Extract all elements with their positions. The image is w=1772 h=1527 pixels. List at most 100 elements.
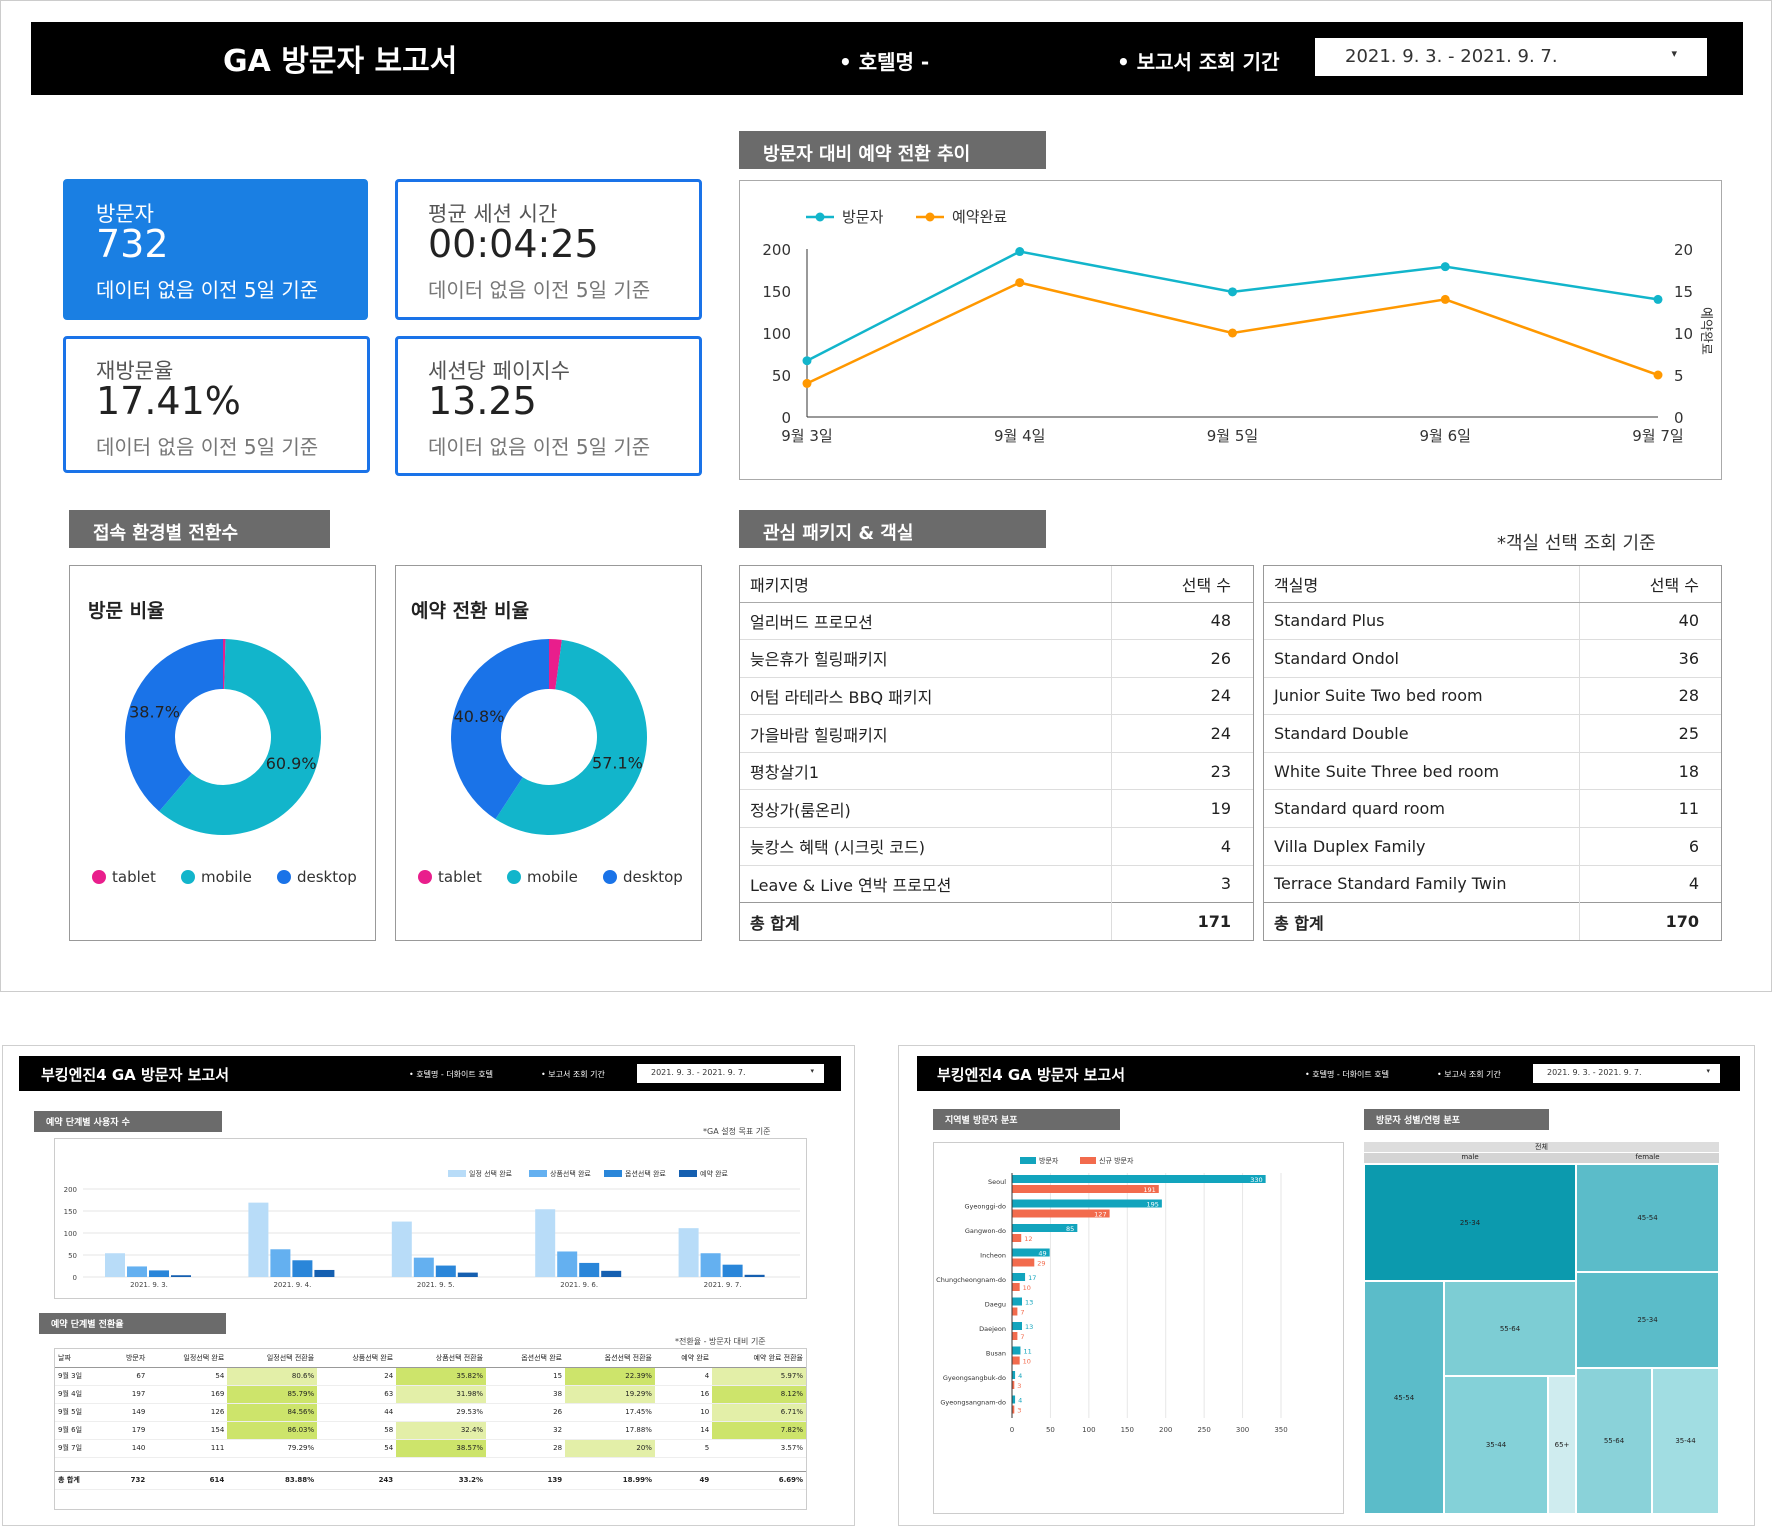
legend-swatch bbox=[679, 1170, 697, 1177]
kpi-subtitle: 데이터 없음 이전 5일 기준 bbox=[428, 278, 651, 302]
bar bbox=[1012, 1395, 1016, 1404]
cell-name: Junior Suite Two bed room bbox=[1264, 676, 1579, 715]
bar-value-label: 17 bbox=[1028, 1274, 1036, 1282]
bar bbox=[270, 1249, 291, 1277]
legend-swatch bbox=[604, 1170, 622, 1177]
report3-date-picker[interactable]: 2021. 9. 3. - 2021. 9. 7. ▾ bbox=[1533, 1064, 1720, 1083]
conv-cell: 날짜 bbox=[55, 1349, 106, 1368]
x-tick-label: 300 bbox=[1236, 1426, 1249, 1434]
booking-ratio-panel: 예약 전환 비율 57.1% 40.8% tablet mobile deskto… bbox=[395, 565, 702, 941]
cell-count: 48 bbox=[1110, 601, 1253, 640]
conv-row: 9월 5일 149 126 84.56% 44 29.53% 26 17.45% 10 6.71% bbox=[55, 1403, 806, 1422]
kpi-avg-session: 평균 세션 시간 00:04:25 데이터 없음 이전 5일 기준 bbox=[395, 179, 702, 320]
bar bbox=[744, 1274, 765, 1277]
cell-count: 3 bbox=[1110, 864, 1253, 903]
conv-cell: 17.45% bbox=[565, 1403, 655, 1422]
slice-value-label: 40.8% bbox=[454, 707, 505, 726]
conv-cell: 옵션선택 완료 bbox=[486, 1349, 566, 1368]
y2-tick-label: 15 bbox=[1674, 283, 1693, 301]
report3-header: 부킹엔진4 GA 방문자 보고서 • 호텔명 - 더화이트 호텔 • 보고서 조… bbox=[917, 1056, 1740, 1091]
bar-value-label: 10 bbox=[1023, 1358, 1031, 1366]
slice-value-label: 38.7% bbox=[129, 703, 180, 722]
conv-cell: 28 bbox=[486, 1439, 566, 1458]
conv-cell: 9월 7일 bbox=[55, 1439, 106, 1458]
kpi-value: 13.25 bbox=[428, 379, 537, 423]
conv-cell: 26 bbox=[486, 1403, 566, 1422]
cell-count: 24 bbox=[1110, 714, 1253, 753]
bar bbox=[1012, 1258, 1035, 1267]
cell-count: 36 bbox=[1578, 639, 1721, 678]
conv-row: 9월 3일 67 54 80.6% 24 35.82% 15 22.39% 4 5.97% bbox=[55, 1367, 806, 1386]
conv-cell: 38.57% bbox=[396, 1439, 487, 1458]
table-row: Standard Double 25 bbox=[1264, 714, 1721, 753]
conv-cell: 3.57% bbox=[712, 1439, 806, 1458]
cell-count: 24 bbox=[1110, 676, 1253, 715]
treemap-male-label: male bbox=[1461, 1153, 1479, 1161]
x-tick-label: 2021. 9. 7. bbox=[704, 1281, 742, 1289]
series-line bbox=[806, 250, 1659, 362]
bar bbox=[457, 1272, 478, 1277]
donut-slice-mobile bbox=[159, 639, 321, 835]
bar-value-label: 7 bbox=[1020, 1309, 1024, 1317]
legend-marker bbox=[925, 212, 935, 222]
data-point bbox=[1015, 278, 1025, 288]
bar bbox=[1012, 1273, 1026, 1281]
conv-total-row: 총 합계 732 614 83.88% 243 33.2% 139 18.99% 49 6.69% bbox=[55, 1470, 806, 1490]
packages-note: *객실 선택 조회 기준 bbox=[1497, 533, 1656, 554]
y-tick-label: Gangwon-do bbox=[965, 1227, 1006, 1235]
visit-ratio-legend: tablet mobile desktop bbox=[92, 868, 375, 888]
data-point bbox=[1228, 287, 1237, 297]
trend-line-chart: 0 50 100 150 200 0 5 10 15 20 9월 3일 9월 4일 9월 5일 9월 6일… bbox=[762, 208, 1713, 445]
treemap-cell: 45-54 bbox=[1576, 1164, 1719, 1272]
y-tick-label: 150 bbox=[64, 1208, 77, 1216]
cell-count: 23 bbox=[1110, 751, 1253, 790]
y-tick-label: Incheon bbox=[980, 1252, 1006, 1260]
conv-cell: 9월 6일 bbox=[55, 1421, 106, 1440]
bar bbox=[557, 1251, 578, 1277]
conv-cell: 84.56% bbox=[227, 1403, 318, 1422]
visit-ratio-donut: 60.9% 38.7% bbox=[124, 639, 321, 835]
conv-cell: 179 bbox=[105, 1421, 149, 1440]
cell-count: 18 bbox=[1578, 751, 1721, 790]
y2-tick-label: 10 bbox=[1674, 325, 1693, 343]
x-tick-label: 9월 5일 bbox=[1207, 427, 1258, 445]
page-title: GA 방문자 보고서 bbox=[223, 44, 458, 79]
treemap-cell: 25-34 bbox=[1364, 1164, 1576, 1281]
date-range-picker[interactable]: 2021. 9. 3. - 2021. 9. 7. ▾ bbox=[1315, 38, 1707, 76]
bar bbox=[1012, 1224, 1078, 1232]
bar bbox=[149, 1270, 169, 1277]
bar bbox=[105, 1253, 125, 1277]
chevron-down-icon: ▾ bbox=[810, 1067, 814, 1075]
data-point bbox=[1440, 262, 1450, 272]
cell-count: 4 bbox=[1110, 827, 1253, 866]
report3-title: 부킹엔진4 GA 방문자 보고서 bbox=[937, 1066, 1126, 1084]
table-header-row: 객실명 선택 수 bbox=[1264, 566, 1721, 603]
y-tick-label: Chungcheongnam-do bbox=[936, 1276, 1006, 1284]
bar bbox=[1012, 1322, 1022, 1330]
legend-label: 방문자 bbox=[1039, 1156, 1059, 1165]
treemap-female-header: female bbox=[1576, 1153, 1719, 1163]
conv-cell: 243 bbox=[317, 1470, 397, 1490]
legend-label: mobile bbox=[200, 868, 252, 886]
conv-cell: 옵션선택 전환율 bbox=[565, 1349, 655, 1368]
cell-name: 가을바람 힐링패키지 bbox=[740, 714, 1111, 753]
users-chart-panel: 0 50 100 150 200 2021. 9. 3. 2021. 9. 4. 2021. … bbox=[54, 1138, 807, 1299]
x-tick-label: 9월 3일 bbox=[781, 427, 832, 445]
conv-cell: 16 bbox=[654, 1385, 713, 1404]
y-tick-label: 0 bbox=[781, 409, 791, 427]
y-tick-label: Seoul bbox=[988, 1178, 1006, 1186]
cell-count: 선택 수 bbox=[1110, 566, 1253, 603]
bar-value-label: 85 bbox=[1066, 1225, 1074, 1233]
conv-spacer-row bbox=[55, 1457, 806, 1471]
x-tick-label: 50 bbox=[1046, 1426, 1055, 1434]
report2-date-picker[interactable]: 2021. 9. 3. - 2021. 9. 7. ▾ bbox=[637, 1064, 824, 1083]
table-row: 정상가(룸온리) 19 bbox=[740, 789, 1253, 828]
bar bbox=[435, 1265, 456, 1277]
cell-name: Villa Duplex Family bbox=[1264, 827, 1579, 866]
users-section-title: 예약 단계별 사용자 수 bbox=[34, 1111, 222, 1132]
kpi-visitors: 방문자 732 데이터 없음 이전 5일 기준 bbox=[63, 179, 368, 320]
treemap-cells: 25-34 45-54 55-64 25-34 45-54 35-44 65+ 55-64 35… bbox=[1364, 1164, 1719, 1514]
cell-name: 평창살기1 bbox=[740, 751, 1111, 790]
cell-count: 19 bbox=[1110, 789, 1253, 828]
bar bbox=[1012, 1371, 1016, 1379]
